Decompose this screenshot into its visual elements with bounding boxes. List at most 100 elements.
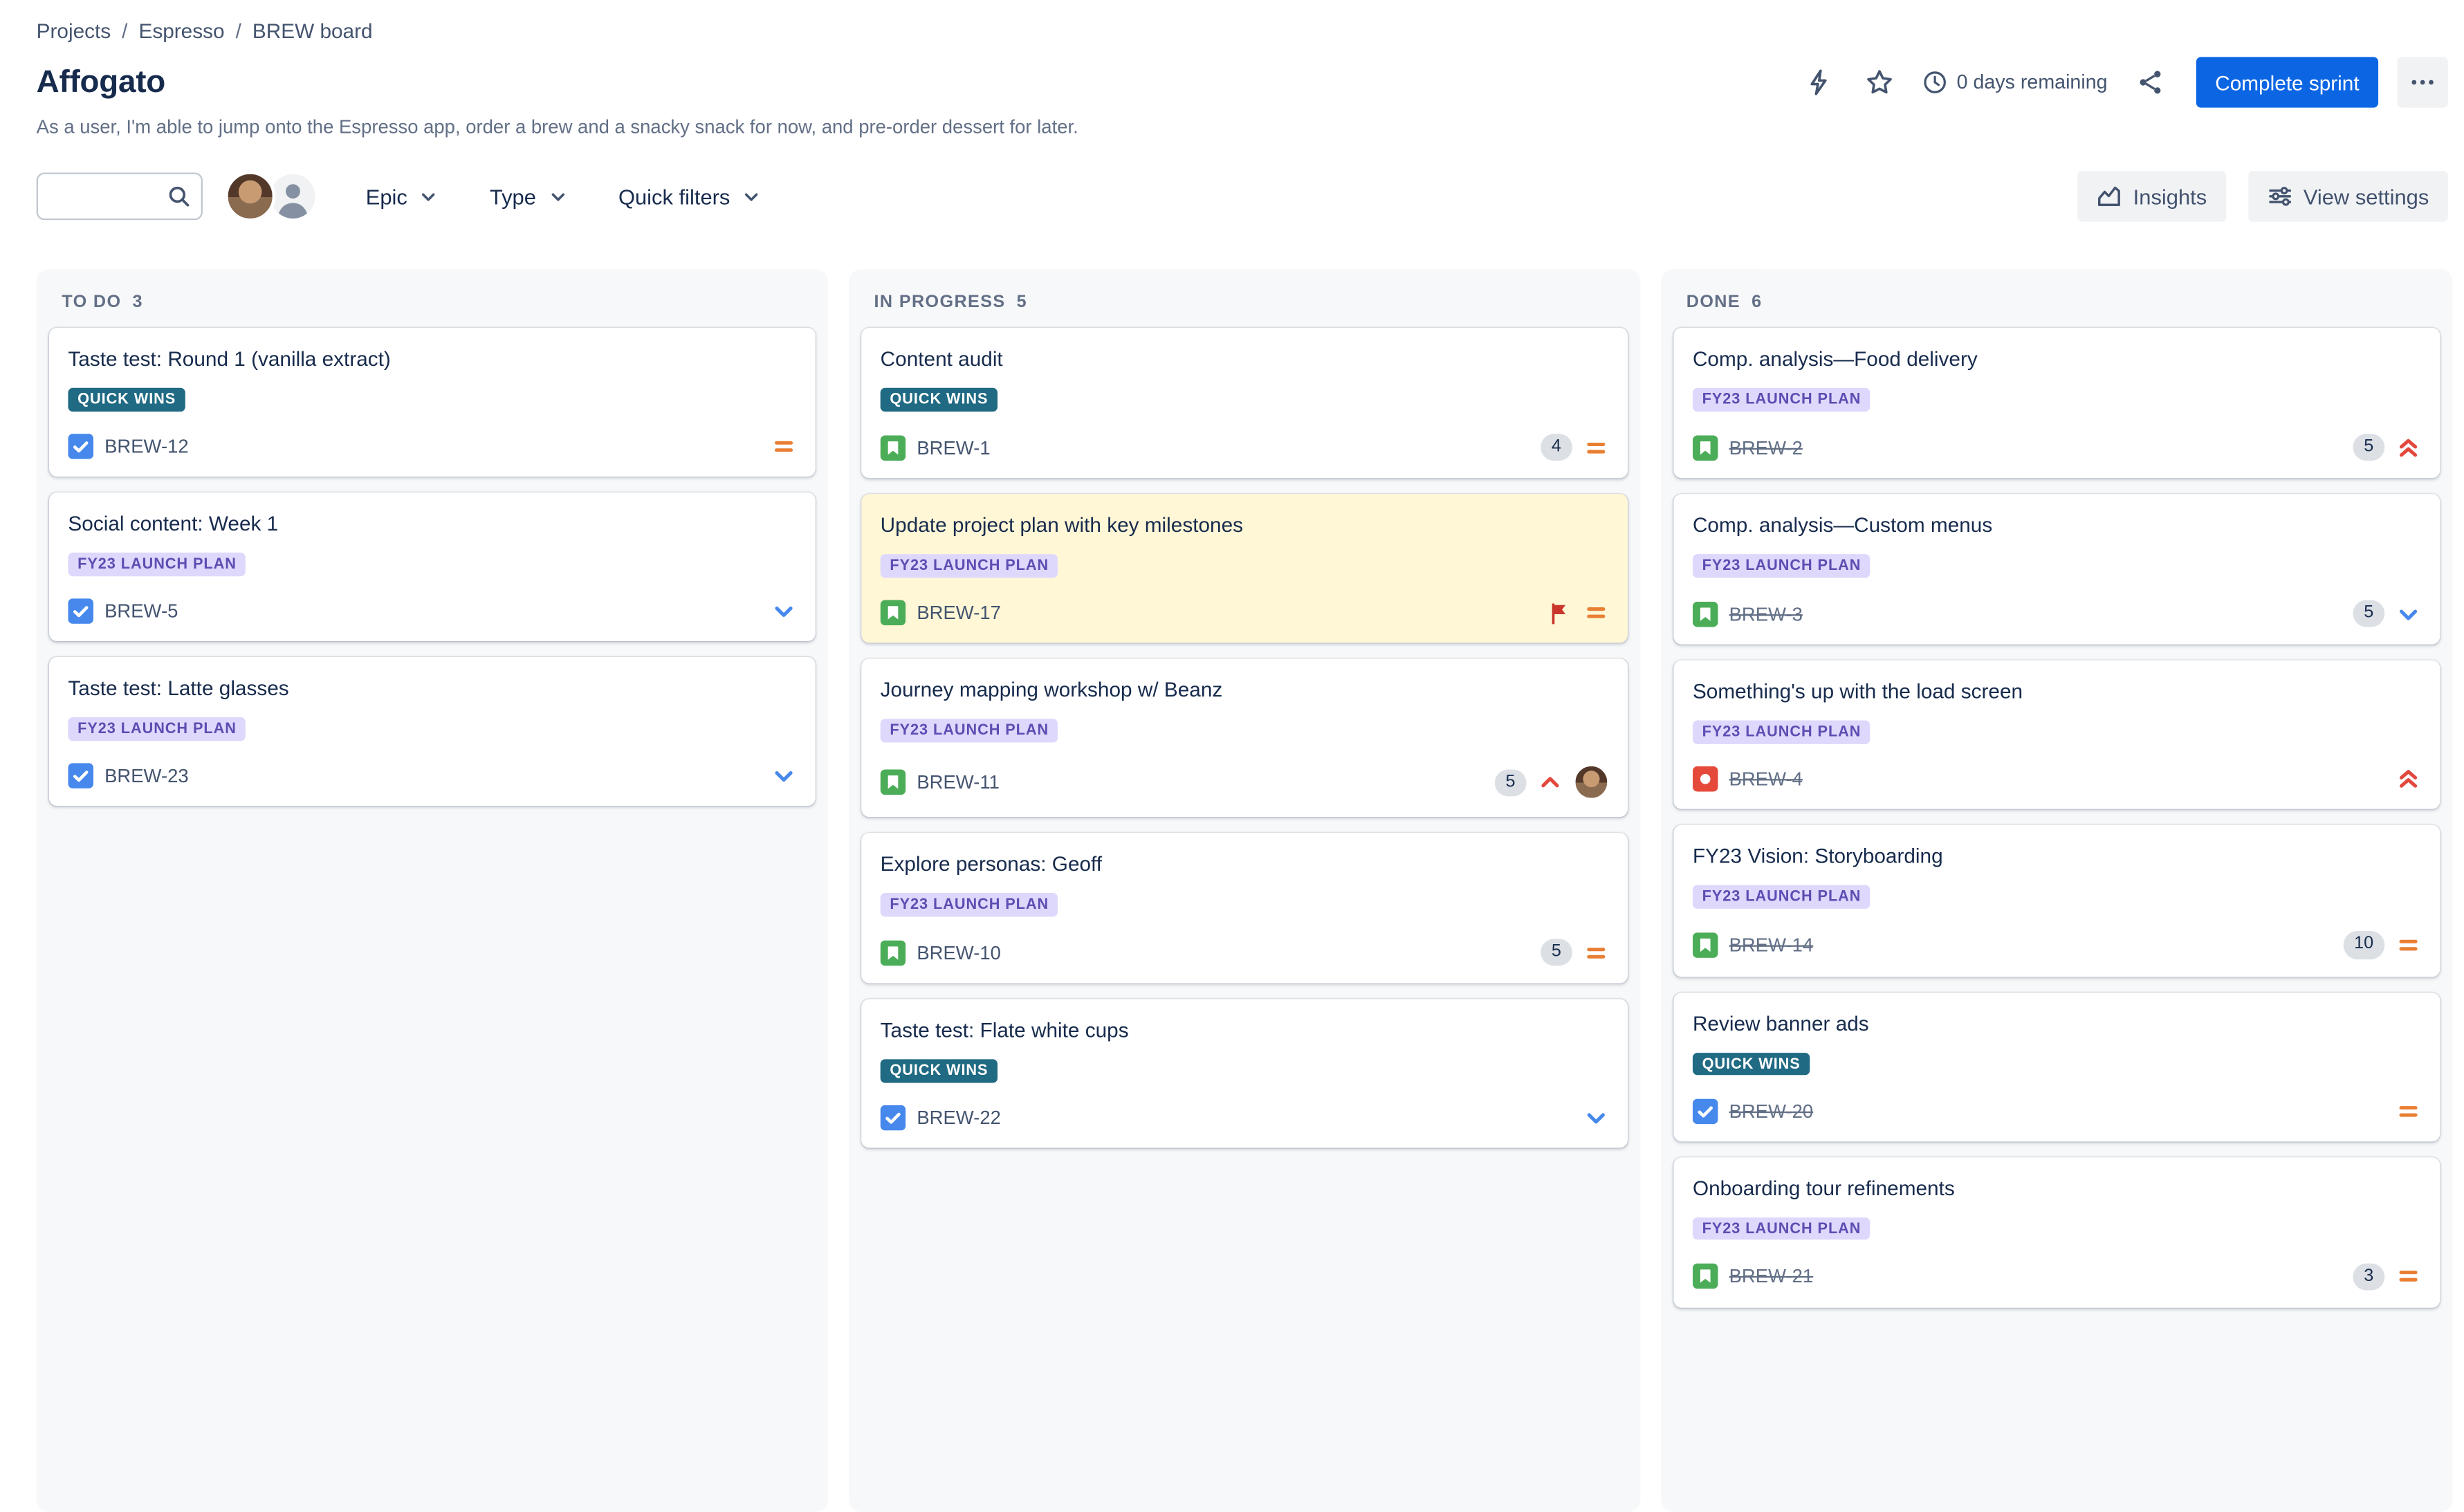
complete-sprint-button[interactable]: Complete sprint: [2196, 57, 2379, 108]
story-icon: [880, 434, 906, 461]
share-button[interactable]: [2126, 59, 2174, 107]
column-name: IN PROGRESS: [874, 293, 1006, 312]
issue-card[interactable]: Taste test: Latte glasses FY23 LAUNCH PL…: [48, 656, 816, 806]
lightning-icon: [1805, 68, 1833, 96]
automation-bolt-button[interactable]: [1795, 59, 1843, 107]
days-remaining-label: 0 days remaining: [1956, 71, 2108, 94]
estimate-badge: 3: [2353, 1262, 2385, 1290]
card-footer: BREW-23: [68, 763, 796, 789]
breadcrumb-espresso[interactable]: Espresso: [138, 19, 225, 43]
epic-badge: FY23 LAUNCH PLAN: [68, 552, 246, 576]
breadcrumb-brew-board[interactable]: BREW board: [252, 19, 373, 43]
star-button[interactable]: [1855, 59, 1903, 107]
issue-title: Social content: Week 1: [68, 511, 279, 535]
issue-card[interactable]: Taste test: Flate white cups QUICK WINS …: [861, 999, 1628, 1149]
issue-card[interactable]: Onboarding tour refinements FY23 LAUNCH …: [1673, 1156, 2440, 1308]
issue-title: FY23 Vision: Storyboarding: [1692, 844, 1943, 869]
issue-card[interactable]: Taste test: Round 1 (vanilla extract) QU…: [48, 327, 816, 477]
dropdown-label: Type: [489, 184, 536, 209]
card-list: Taste test: Round 1 (vanilla extract) QU…: [37, 324, 829, 818]
assignee-avatar[interactable]: [1574, 765, 1609, 800]
issue-card[interactable]: Social content: Week 1 FY23 LAUNCH PLAN …: [48, 492, 816, 642]
story-icon: [1692, 1263, 1718, 1289]
card-footer: BREW-17: [880, 600, 1609, 626]
issue-key: BREW-23: [104, 764, 189, 787]
issue-card[interactable]: FY23 Vision: Storyboarding FY23 LAUNCH P…: [1673, 825, 2440, 977]
board-column-to-do: TO DO 3 Taste test: Round 1 (vanilla ext…: [36, 269, 829, 1512]
issue-card[interactable]: Content audit QUICK WINS BREW-1 4: [861, 327, 1628, 479]
epic-badge: FY23 LAUNCH PLAN: [1692, 1217, 1871, 1240]
card-footer: BREW-22: [880, 1105, 1609, 1132]
breadcrumb-projects[interactable]: Projects: [36, 19, 111, 43]
priority-medium-icon: [1583, 600, 1609, 626]
epic-badge: FY23 LAUNCH PLAN: [880, 893, 1058, 916]
days-remaining[interactable]: 0 days remaining: [1915, 70, 2114, 95]
priority-medium-icon: [2396, 932, 2421, 958]
insights-button[interactable]: Insights: [2077, 171, 2226, 222]
board-column-in-progress: IN PROGRESS 5 Content audit QUICK WINS B…: [848, 269, 1641, 1512]
issue-key: BREW-1: [917, 436, 991, 459]
board: TO DO 3 Taste test: Round 1 (vanilla ext…: [0, 269, 2464, 1512]
priority-low-icon: [771, 763, 797, 789]
priority-low-icon: [771, 598, 797, 624]
column-header: TO DO 3: [37, 269, 829, 324]
issue-title: Update project plan with key milestones: [880, 513, 1244, 537]
task-icon: [68, 763, 94, 789]
issue-title: Journey mapping workshop w/ Beanz: [880, 678, 1223, 702]
issue-title: Taste test: Flate white cups: [880, 1018, 1129, 1043]
task-icon: [68, 434, 94, 459]
issue-title: Onboarding tour refinements: [1692, 1175, 1955, 1200]
card-footer: BREW-10 5: [880, 939, 1609, 967]
issue-card[interactable]: Update project plan with key milestones …: [861, 494, 1628, 643]
bug-icon: [1692, 766, 1718, 793]
search-input[interactable]: [36, 172, 203, 221]
type-filter-dropdown[interactable]: Type: [477, 174, 580, 219]
priority-medium-icon: [771, 434, 797, 459]
issue-card[interactable]: Explore personas: Geoff FY23 LAUNCH PLAN…: [861, 833, 1628, 984]
issue-key: BREW-2: [1729, 436, 1803, 459]
card-list: Comp. analysis—Food delivery FY23 LAUNCH…: [1661, 324, 2453, 1320]
share-icon: [2136, 68, 2164, 96]
estimate-badge: 5: [1494, 768, 1527, 796]
estimate-badge: 5: [2353, 434, 2385, 461]
issue-key: BREW-3: [1729, 602, 1803, 625]
issue-key: BREW-17: [917, 602, 1001, 625]
column-name: DONE: [1686, 293, 1741, 312]
issue-title: Content audit: [880, 347, 1003, 371]
estimate-badge: 5: [1540, 939, 1572, 967]
header-actions: 0 days remaining Complete sprint: [1795, 57, 2448, 108]
priority-low-icon: [1583, 1106, 1609, 1132]
chevron-down-icon: [547, 186, 568, 207]
user-avatar[interactable]: [225, 171, 276, 222]
priority-high-icon: [1538, 770, 1563, 795]
story-icon: [1692, 601, 1718, 627]
issue-title: Taste test: Latte glasses: [68, 676, 289, 700]
more-actions-button[interactable]: [2397, 57, 2448, 108]
story-icon: [880, 940, 906, 966]
quick-filters-dropdown[interactable]: Quick filters: [606, 174, 775, 219]
default-avatar[interactable]: [267, 171, 319, 222]
issue-card[interactable]: Journey mapping workshop w/ Beanz FY23 L…: [861, 658, 1628, 818]
breadcrumb: Projects / Espresso / BREW board: [37, 19, 2448, 42]
issue-card[interactable]: Comp. analysis—Food delivery FY23 LAUNCH…: [1673, 327, 2440, 479]
issue-card[interactable]: Comp. analysis—Custom menus FY23 LAUNCH …: [1673, 494, 2440, 645]
epic-badge: FY23 LAUNCH PLAN: [880, 554, 1058, 578]
epic-badge: FY23 LAUNCH PLAN: [1692, 721, 1871, 744]
issue-card[interactable]: Review banner ads QUICK WINS BREW-20: [1673, 992, 2440, 1141]
card-footer: BREW-3 5: [1692, 600, 2421, 628]
issue-key: BREW-12: [104, 435, 189, 458]
story-icon: [880, 769, 906, 795]
breadcrumb-separator: /: [235, 19, 241, 43]
issue-card[interactable]: Something's up with the load screen FY23…: [1673, 661, 2440, 810]
column-count: 5: [1016, 293, 1027, 312]
issue-title: Something's up with the load screen: [1692, 679, 2023, 704]
column-count: 3: [132, 293, 143, 312]
sprint-goal: As a user, I'm able to jump onto the Esp…: [36, 116, 1078, 138]
epic-badge: FY23 LAUNCH PLAN: [880, 719, 1058, 742]
page-title: Affogato: [36, 64, 166, 100]
search-box[interactable]: [36, 172, 203, 221]
epic-filter-dropdown[interactable]: Epic: [353, 174, 452, 219]
card-footer: BREW-14 10: [1692, 931, 2421, 959]
view-settings-button[interactable]: View settings: [2247, 171, 2448, 222]
column-header: DONE 6: [1661, 269, 2453, 324]
